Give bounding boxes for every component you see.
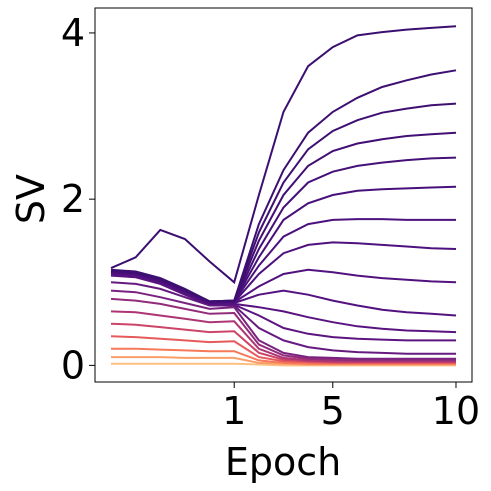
y-tick-label: 4 (61, 11, 85, 55)
series-line (110, 25, 457, 285)
y-tick-label: 0 (61, 343, 85, 387)
series-line (110, 131, 457, 303)
x-tick-label: 10 (432, 389, 480, 433)
series-line (110, 297, 456, 362)
y-axis-label: SV (9, 174, 53, 224)
series-line (110, 241, 457, 305)
series-line (110, 69, 457, 303)
series-line (110, 281, 456, 355)
x-axis-label: Epoch (225, 440, 341, 484)
x-tick-label: 5 (321, 389, 345, 433)
plot-frame (94, 7, 473, 383)
lines (110, 25, 457, 367)
x-tick-label: 1 (222, 389, 246, 433)
y-tick-label: 2 (61, 177, 85, 221)
series-line (110, 102, 457, 303)
series-line (110, 289, 456, 360)
